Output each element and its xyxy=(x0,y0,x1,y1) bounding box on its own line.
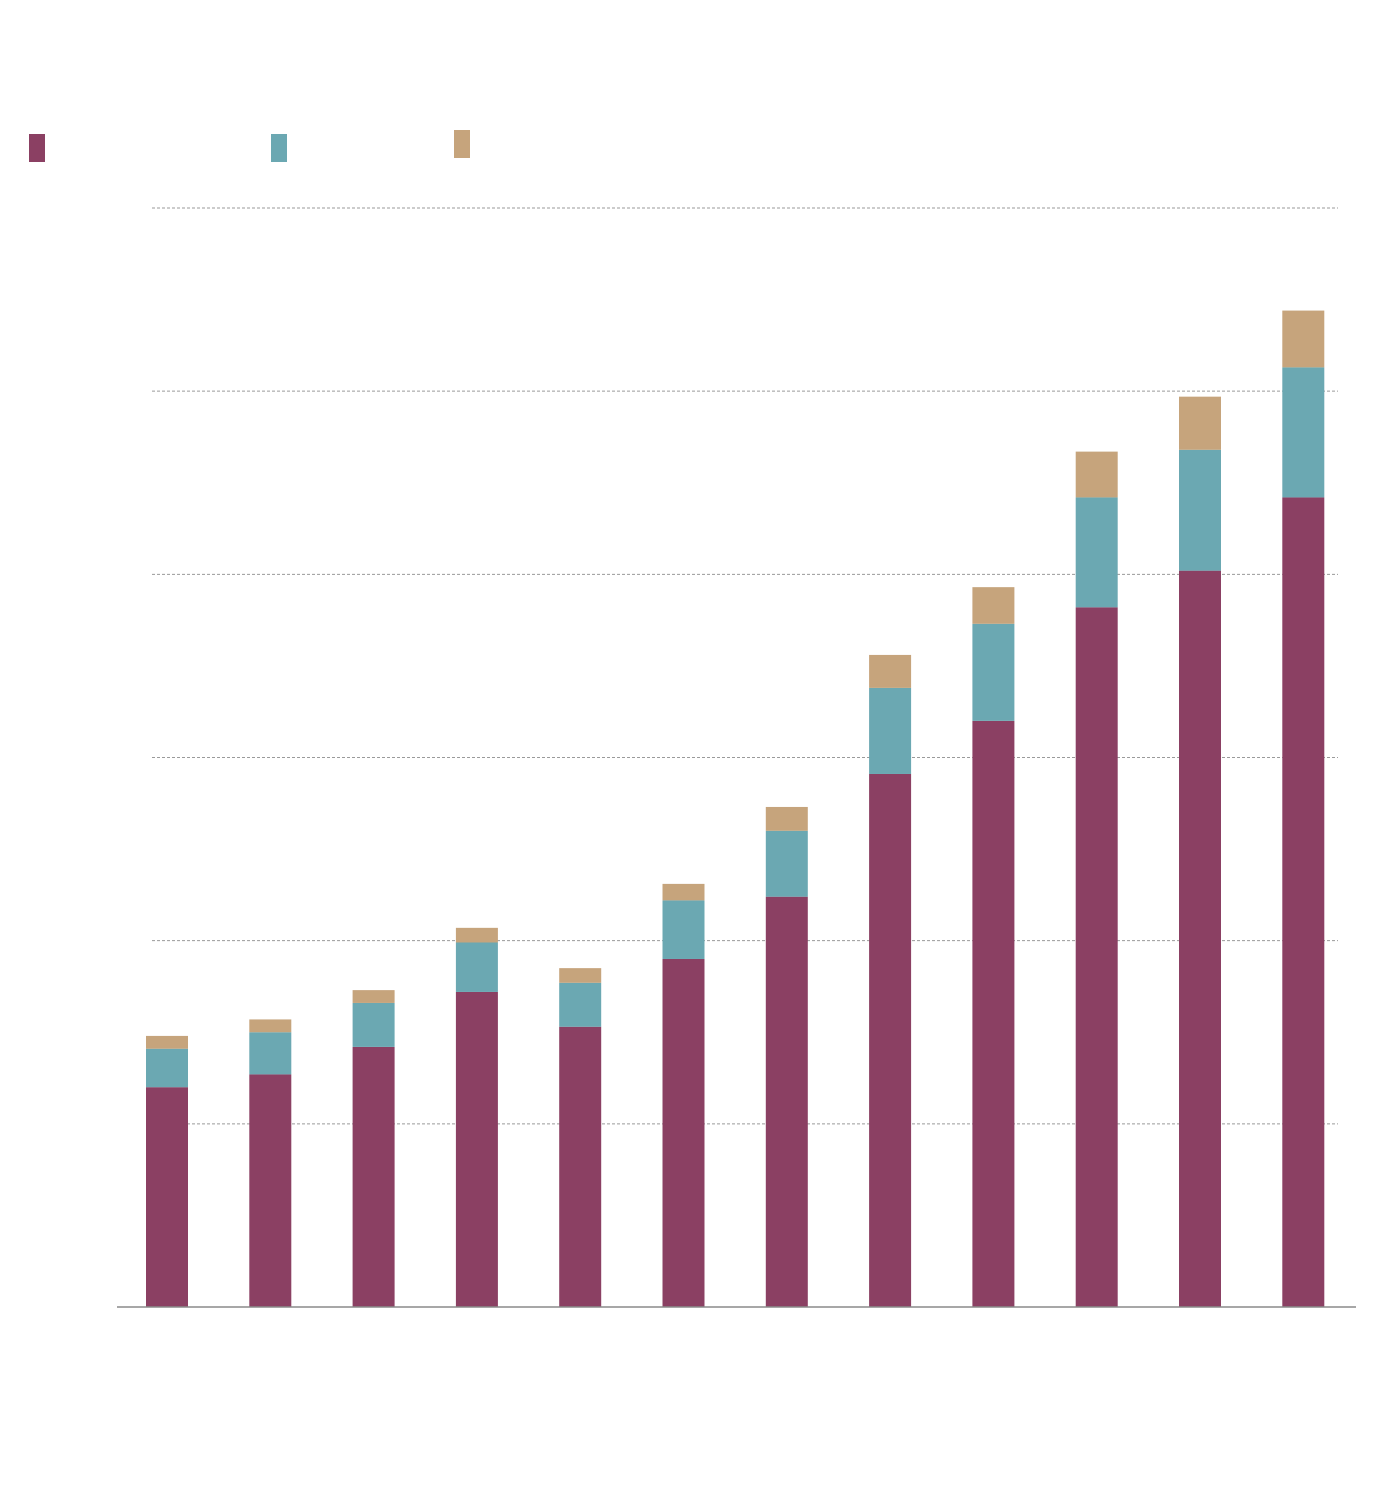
bar-segment-1-category-2 xyxy=(249,1074,292,1307)
bar-segment-3-category-10 xyxy=(1075,451,1118,498)
bar-segment-1-category-11 xyxy=(1179,570,1221,1307)
bar-segment-2-category-6 xyxy=(662,900,705,959)
bar-segment-1-category-9 xyxy=(972,720,1015,1307)
bar-segment-2-category-11 xyxy=(1179,449,1221,571)
bar-segment-1-category-8 xyxy=(869,773,912,1307)
bar-segment-1-category-7 xyxy=(765,896,808,1307)
bar-segment-2-category-12 xyxy=(1282,367,1325,498)
bar-segment-2-category-7 xyxy=(765,830,808,897)
bar-segment-2-category-3 xyxy=(352,1002,395,1047)
legend-swatch-series-3 xyxy=(454,130,470,158)
bar-segment-3-category-5 xyxy=(559,968,602,983)
bar-segment-2-category-5 xyxy=(559,982,602,1027)
bar-segment-3-category-6 xyxy=(662,883,705,901)
bar-segment-3-category-2 xyxy=(249,1019,292,1033)
bar-segment-3-category-11 xyxy=(1179,396,1221,450)
bar-segment-1-category-6 xyxy=(662,958,705,1307)
bar-segment-2-category-1 xyxy=(146,1048,188,1088)
gridlines xyxy=(152,207,1338,1125)
bar-segment-3-category-7 xyxy=(765,806,808,831)
bar-segment-2-category-4 xyxy=(455,942,498,992)
bar-segment-1-category-1 xyxy=(146,1087,188,1307)
bar-segment-1-category-4 xyxy=(455,991,498,1307)
bar-segment-2-category-8 xyxy=(869,687,912,774)
bar-segment-3-category-3 xyxy=(352,990,395,1003)
bar-segment-2-category-10 xyxy=(1075,497,1118,608)
bar-segment-3-category-1 xyxy=(146,1035,188,1049)
bar-segment-3-category-9 xyxy=(972,587,1015,624)
bar-segment-1-category-5 xyxy=(559,1026,602,1307)
bars xyxy=(146,310,1325,1307)
bar-segment-3-category-8 xyxy=(869,654,912,688)
bar-segment-2-category-9 xyxy=(972,623,1015,721)
bar-segment-1-category-10 xyxy=(1075,607,1118,1307)
bar-segment-3-category-12 xyxy=(1282,310,1325,368)
bar-segment-2-category-2 xyxy=(249,1032,292,1075)
bar-segment-1-category-12 xyxy=(1282,497,1325,1307)
bar-segment-1-category-3 xyxy=(352,1046,395,1307)
bar-segment-3-category-4 xyxy=(455,927,498,943)
legend-swatch-series-2 xyxy=(271,134,287,162)
legend-swatch-series-1 xyxy=(29,134,45,162)
